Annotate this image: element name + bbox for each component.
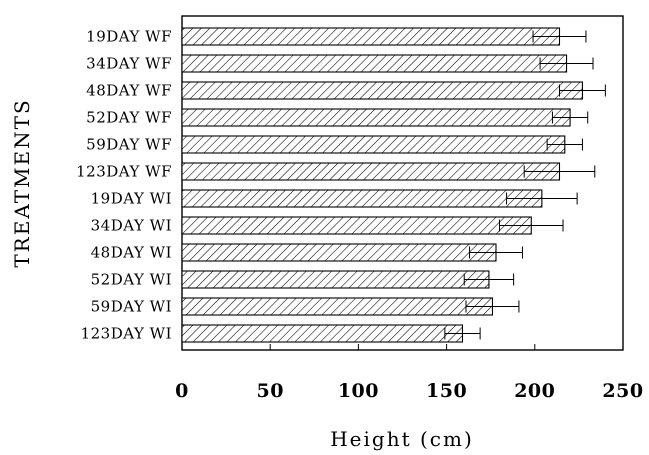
x-tick-label: 150 bbox=[426, 380, 467, 402]
bars-layer bbox=[181, 27, 583, 343]
bar bbox=[181, 27, 561, 46]
category-label: 52DAY WI bbox=[91, 271, 172, 289]
bar bbox=[181, 135, 566, 154]
x-tick-label: 250 bbox=[602, 380, 643, 402]
category-label: 34DAY WF bbox=[86, 55, 172, 73]
category-label: 48DAY WI bbox=[91, 244, 172, 262]
category-label: 19DAY WF bbox=[86, 28, 172, 46]
category-label: 48DAY WF bbox=[86, 82, 172, 100]
bar bbox=[181, 216, 532, 235]
plot-frame bbox=[181, 15, 624, 351]
bar bbox=[181, 162, 561, 181]
error-bars-layer bbox=[444, 30, 606, 340]
category-label: 34DAY WI bbox=[91, 217, 172, 235]
bar bbox=[181, 81, 583, 100]
bar bbox=[181, 324, 464, 343]
category-labels: 19DAY WF 34DAY WF 48DAY WF 52DAY WF 59DAY WF… bbox=[76, 28, 172, 343]
bar bbox=[181, 54, 568, 73]
x-tick-label: 100 bbox=[338, 380, 379, 402]
bar bbox=[181, 108, 571, 127]
bar bbox=[181, 297, 494, 316]
x-tick-labels: 0 50 100 150 200 250 bbox=[175, 344, 643, 402]
category-label: 19DAY WI bbox=[91, 190, 172, 208]
category-label: 123DAY WF bbox=[76, 163, 172, 181]
category-label: 52DAY WF bbox=[86, 109, 172, 127]
category-label: 59DAY WF bbox=[86, 136, 172, 154]
x-tick-label: 200 bbox=[514, 380, 555, 402]
x-tick-label: 0 bbox=[175, 380, 189, 402]
category-label: 123DAY WI bbox=[81, 325, 172, 343]
x-tick-label: 50 bbox=[256, 380, 283, 402]
bar bbox=[181, 243, 497, 262]
bar bbox=[181, 270, 490, 289]
x-axis-title: Height (cm) bbox=[330, 427, 474, 451]
bar bbox=[181, 189, 543, 208]
y-axis-title: TREATMENTS bbox=[10, 98, 34, 267]
category-label: 59DAY WI bbox=[91, 298, 172, 316]
